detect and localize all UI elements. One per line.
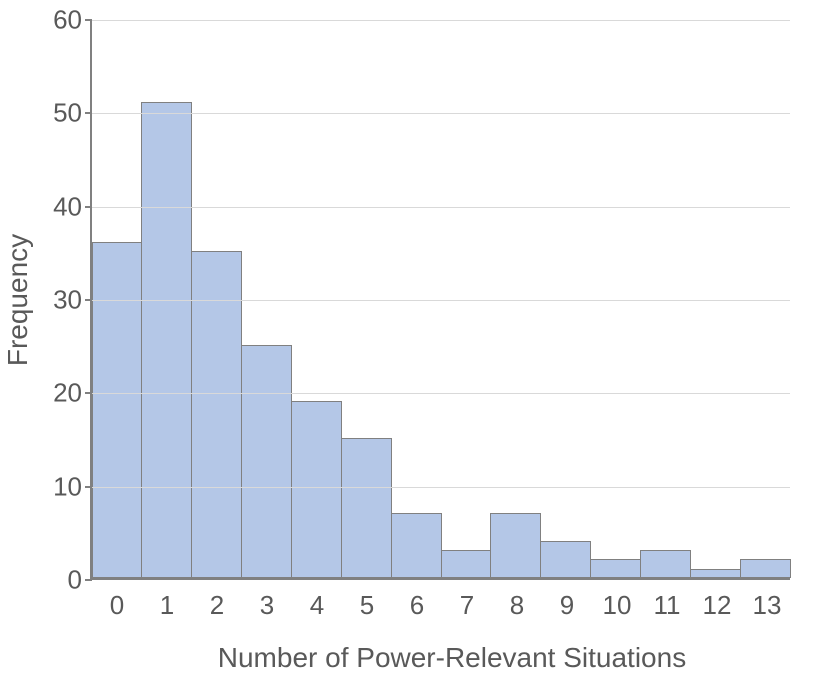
x-tick-label: 8 xyxy=(510,590,524,621)
grid-line xyxy=(92,113,790,114)
y-tick-mark xyxy=(85,392,92,394)
bar xyxy=(490,513,541,578)
grid-line xyxy=(92,207,790,208)
y-axis-label: Frequency xyxy=(2,234,34,366)
y-tick-label: 60 xyxy=(53,5,82,36)
y-tick-mark xyxy=(85,486,92,488)
y-tick-mark xyxy=(85,19,92,21)
bar xyxy=(540,541,591,578)
y-tick-label: 0 xyxy=(68,565,82,596)
x-tick-label: 2 xyxy=(210,590,224,621)
bar xyxy=(740,559,791,578)
x-tick-label: 11 xyxy=(654,590,681,621)
bars-group xyxy=(92,20,790,578)
x-tick-label: 5 xyxy=(360,590,374,621)
x-tick-label: 4 xyxy=(310,590,324,621)
x-tick-label: 3 xyxy=(260,590,274,621)
bar xyxy=(241,345,292,578)
bar xyxy=(141,102,192,578)
chart-container: 0102030405060012345678910111213 xyxy=(90,20,790,600)
y-tick-mark xyxy=(85,299,92,301)
bar xyxy=(441,550,492,578)
bar xyxy=(640,550,691,578)
x-axis-label: Number of Power-Relevant Situations xyxy=(102,642,802,674)
grid-line xyxy=(92,300,790,301)
y-tick-mark xyxy=(85,579,92,581)
grid-line xyxy=(92,20,790,21)
y-tick-label: 10 xyxy=(53,471,82,502)
y-tick-label: 50 xyxy=(53,98,82,129)
y-tick-mark xyxy=(85,206,92,208)
x-tick-label: 13 xyxy=(753,590,782,621)
x-tick-label: 0 xyxy=(110,590,124,621)
y-tick-label: 30 xyxy=(53,285,82,316)
x-tick-label: 1 xyxy=(160,590,174,621)
x-tick-label: 7 xyxy=(460,590,474,621)
plot-area: 0102030405060012345678910111213 xyxy=(90,20,790,580)
x-tick-label: 6 xyxy=(410,590,424,621)
bar xyxy=(690,569,741,578)
grid-line xyxy=(92,393,790,394)
grid-line xyxy=(92,487,790,488)
x-tick-label: 10 xyxy=(603,590,632,621)
bar xyxy=(391,513,442,578)
bar xyxy=(590,559,641,578)
x-tick-label: 12 xyxy=(703,590,732,621)
y-tick-label: 40 xyxy=(53,191,82,222)
bar xyxy=(341,438,392,578)
x-tick-label: 9 xyxy=(560,590,574,621)
bar xyxy=(291,401,342,578)
bar xyxy=(92,242,143,578)
y-tick-mark xyxy=(85,112,92,114)
y-tick-label: 20 xyxy=(53,378,82,409)
